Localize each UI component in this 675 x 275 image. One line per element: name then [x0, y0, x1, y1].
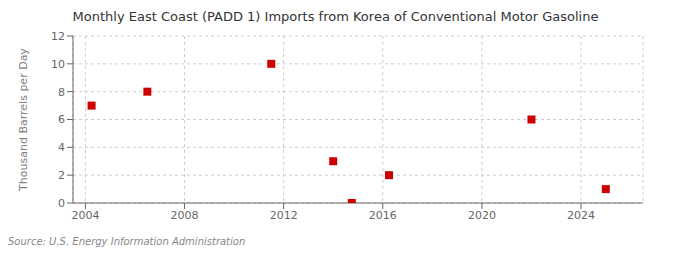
html-text:Monthly East Coast (PADD 1) Im: Monthly East Coast (PADD 1) Imports from…	[72, 9, 599, 24]
html-text:Source: U.S. Energy Informatio: Source: U.S. Energy Information Administ…	[8, 236, 246, 247]
svg-text:2016: 2016	[369, 209, 397, 222]
svg-text:2004: 2004	[71, 209, 99, 222]
svg-text:12: 12	[51, 30, 65, 43]
svg-text:2012: 2012	[270, 209, 298, 222]
svg-text:0: 0	[58, 197, 65, 210]
svg-text:4: 4	[58, 141, 65, 154]
svg-text:2: 2	[58, 169, 65, 182]
svg-text:2020: 2020	[468, 209, 496, 222]
svg-text:Thousand Barrels per Day: Thousand Barrels per Day	[17, 48, 30, 192]
svg-text:2024: 2024	[567, 209, 595, 222]
svg-text:10: 10	[51, 58, 65, 71]
svg-text:8: 8	[58, 86, 65, 99]
svg-text:2008: 2008	[171, 209, 199, 222]
svg-text:6: 6	[58, 113, 65, 126]
